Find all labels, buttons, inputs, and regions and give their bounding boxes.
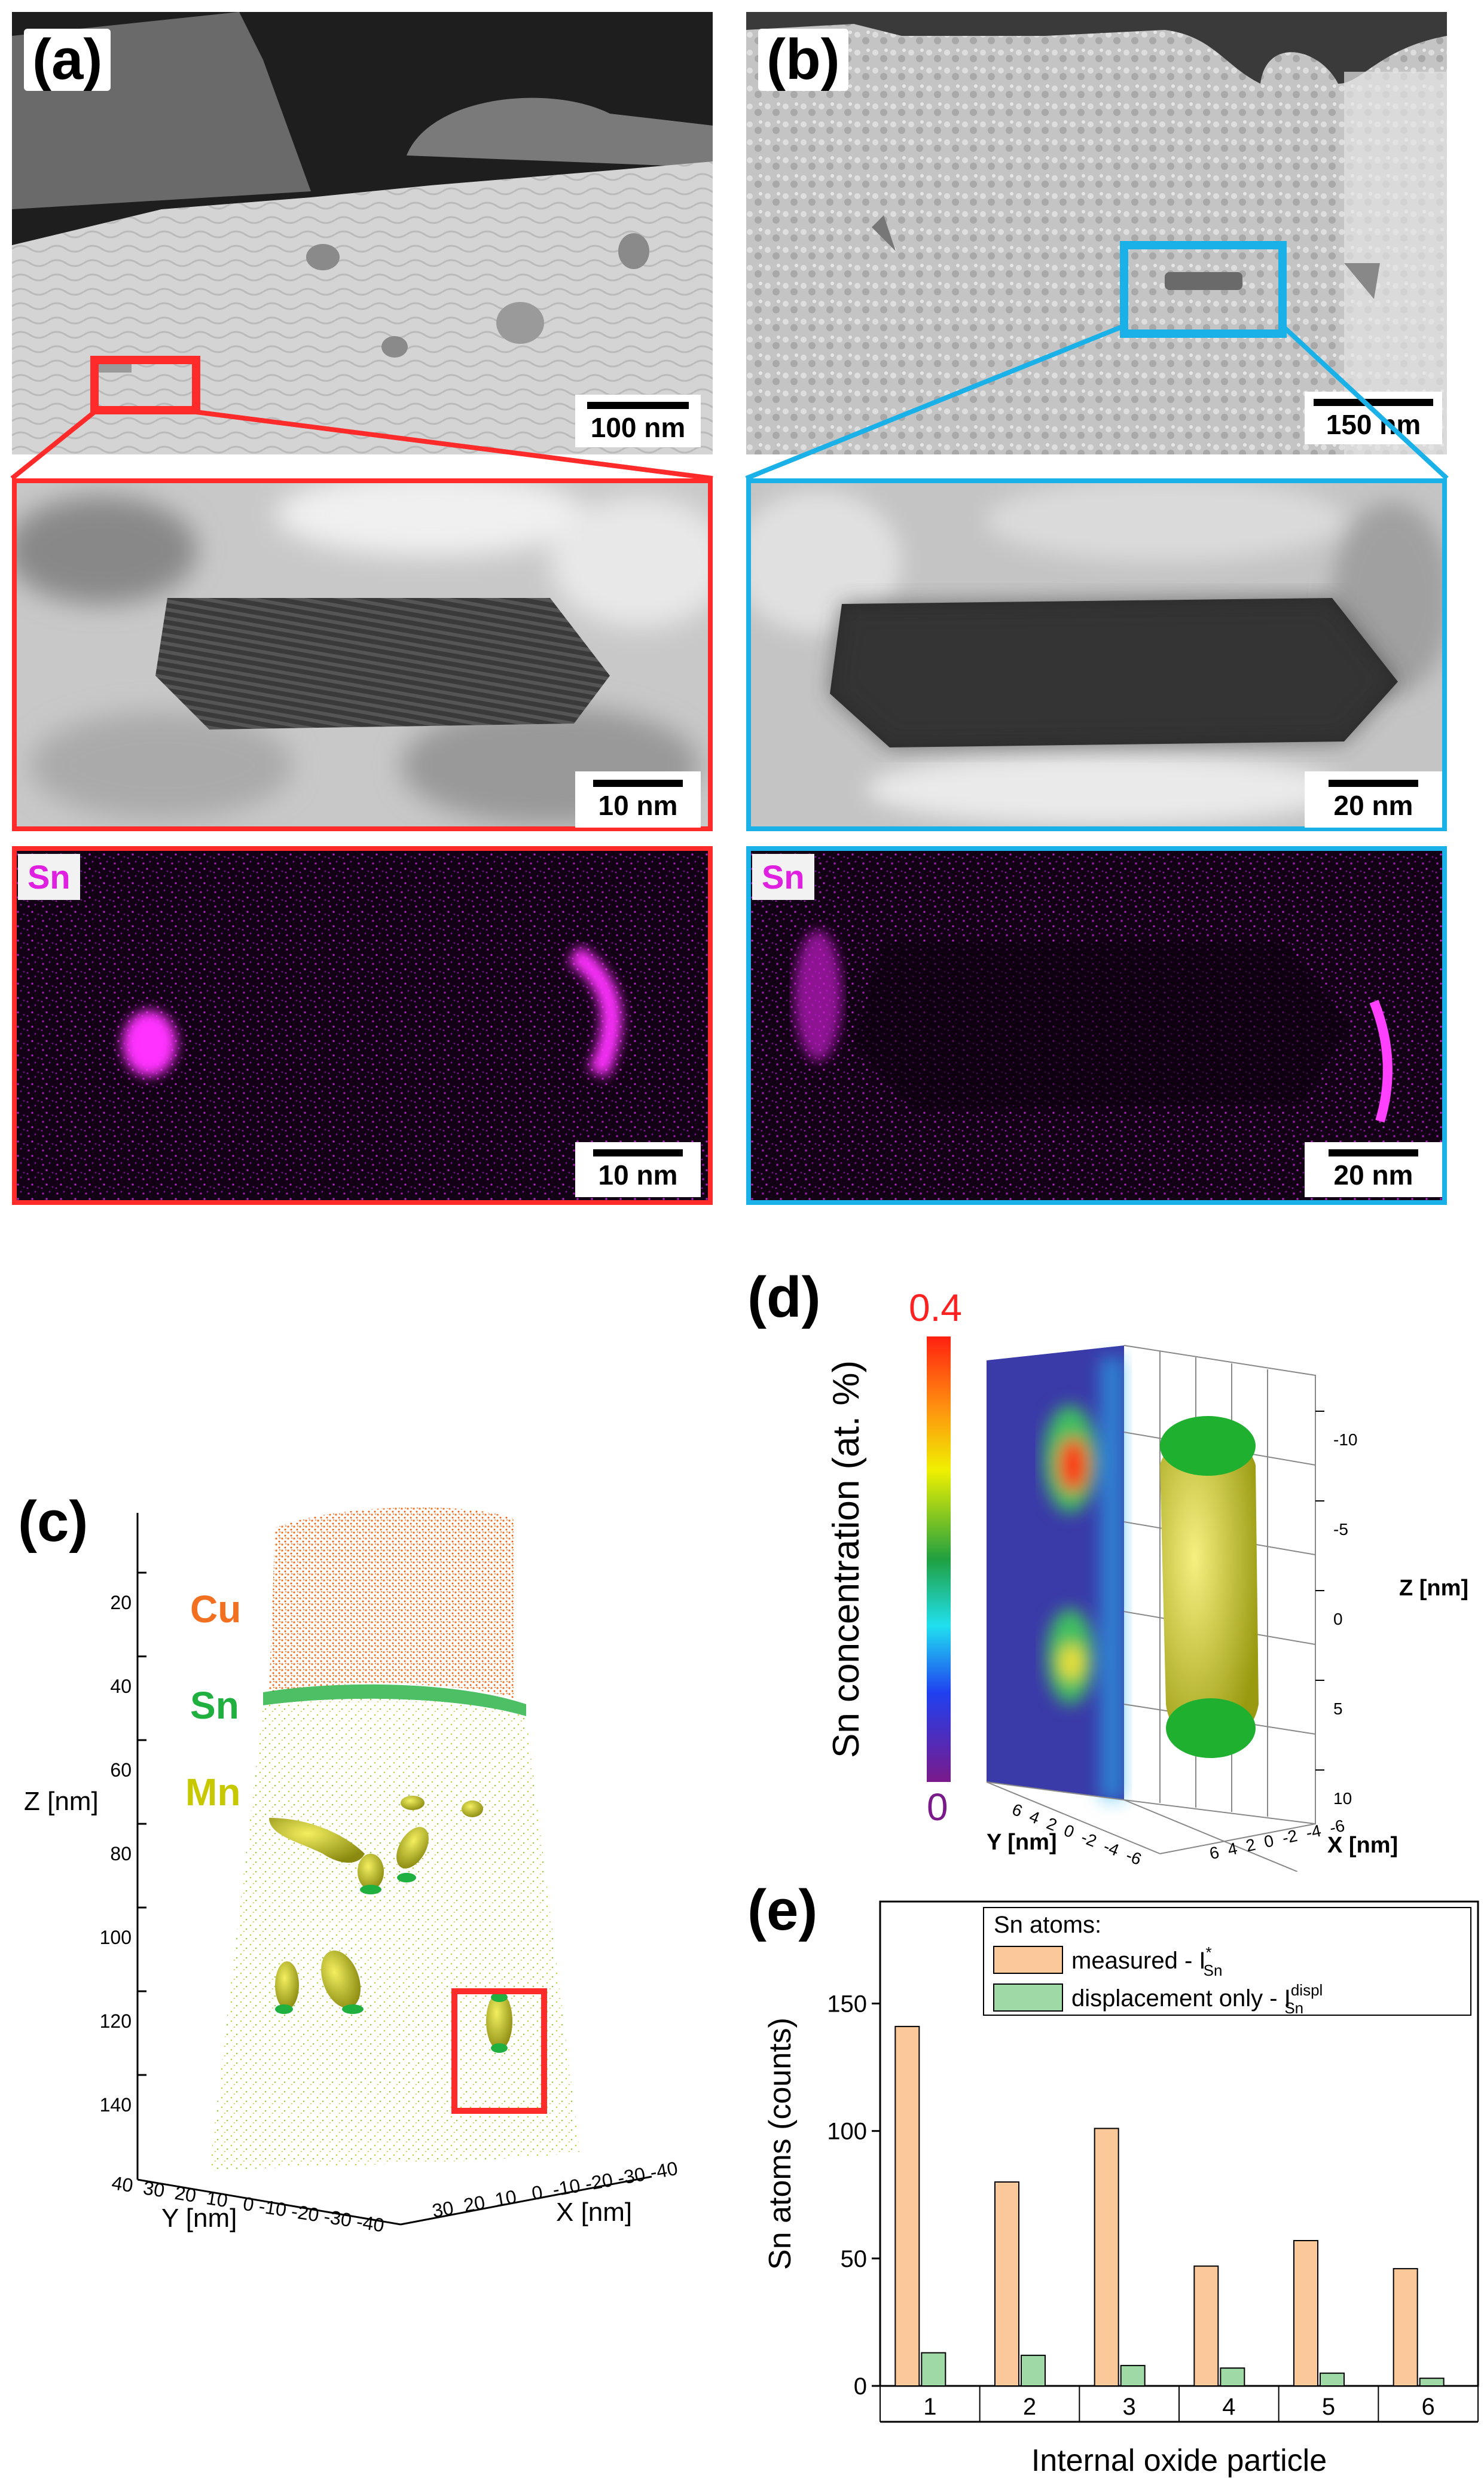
bar-measured-2 [994, 2181, 1019, 2387]
panel-d-z-tick: -5 [1333, 1520, 1348, 1539]
panel-a-scale-bot: 10 nm [575, 1142, 701, 1197]
panel-a-zoom-lines [10, 410, 713, 481]
panel-d-x-title: X [nm] [1327, 1833, 1398, 1858]
panel-d-z-tick: -10 [1333, 1430, 1358, 1449]
bar-displacement-4 [1220, 2367, 1245, 2387]
y-tick-label: 50 [841, 2246, 868, 2272]
panel-e-bar-chart: 0 50 100 150 1 2 3 4 5 6 Sn atoms: measured - I*… [763, 1900, 1479, 2478]
panel-a-scale-mid: 10 nm [575, 771, 701, 828]
panel-a-scale-bot-label: 10 nm [598, 1159, 678, 1191]
bar-measured-4 [1193, 2265, 1219, 2387]
legend-label-displacement: displacement only - Idispl Sn [1071, 1981, 1323, 2017]
panel-c-z-tick: 120 [99, 2010, 132, 2032]
panel-c-letter: (c) [18, 1490, 88, 1554]
panel-d-z-tick: 0 [1333, 1610, 1343, 1628]
panel-a-scale-mid-label: 10 nm [598, 790, 678, 821]
panel-d-colorbar-title: Sn concentration (at. %) [826, 1360, 867, 1758]
panel-b-element-tag: Sn [752, 854, 814, 900]
panel-c-x-title: X [nm] [556, 2198, 633, 2227]
panel-d-y-title: Y [nm] [987, 1830, 1057, 1855]
panel-d-z-ticks: -10 -5 0 5 10 [1333, 1395, 1357, 1844]
panel-a-scale-top-label: 100 nm [590, 412, 686, 443]
panel-b-overview-image [746, 12, 1447, 454]
panel-b-scale-top-label: 150 nm [1326, 409, 1421, 440]
panel-c-y-title: Y [nm] [161, 2204, 237, 2233]
x-axis-label: Internal oxide particle [1031, 2443, 1327, 2478]
y-axis-label: Sn atoms (counts) [763, 2018, 798, 2270]
panel-c-z-tick: 80 [110, 1843, 132, 1864]
panel-c-cu-label: Cu [190, 1588, 242, 1631]
x-tick-label: 5 [1322, 2394, 1335, 2420]
panel-c-z-tick: 140 [99, 2094, 132, 2116]
panel-b-scale-top: 150 nm [1305, 392, 1442, 444]
bar-measured-6 [1393, 2268, 1418, 2387]
x-tick-label: 1 [923, 2394, 936, 2420]
panel-d-letter: (d) [747, 1265, 821, 1329]
panel-c-z-tick: 20 [110, 1592, 132, 1613]
legend-title: Sn atoms: [994, 1912, 1101, 1938]
panel-b-scale-mid: 20 nm [1305, 771, 1442, 828]
bar-displacement-2 [1021, 2354, 1046, 2387]
legend-swatch-measured [993, 1946, 1063, 1974]
panel-d-z-tick: 10 [1333, 1789, 1352, 1808]
bar-measured-3 [1094, 2128, 1119, 2387]
chart-legend: Sn atoms: measured - I* Sn displacement o… [983, 1907, 1471, 2017]
panel-a-scale-top: 100 nm [575, 395, 701, 447]
panel-b-letter: (b) [758, 29, 848, 91]
y-tick-label: 150 [827, 1991, 867, 2018]
panel-b-zoom-lines [745, 324, 1449, 481]
bar-displacement-6 [1419, 2378, 1445, 2387]
panel-c-mn-label: Mn [185, 1771, 241, 1814]
y-tick-label: 100 [827, 2119, 867, 2145]
panel-d-colorbar-min: 0 [927, 1786, 948, 1829]
panel-c-z-tick: 60 [110, 1759, 132, 1781]
y-tick-label: 0 [854, 2373, 867, 2400]
bar-displacement-5 [1320, 2372, 1345, 2387]
legend-label-measured: measured - I* Sn [1071, 1943, 1222, 1979]
panel-c-z-title: Z [nm] [24, 1787, 99, 1816]
panel-d-z-tick: 5 [1333, 1699, 1343, 1718]
panel-c-3d-reconstruction [136, 1507, 652, 2226]
panel-e-letter: (e) [747, 1878, 818, 1942]
legend-swatch-displacement [993, 1983, 1063, 2012]
panel-d-colorbar-max: 0.4 [909, 1286, 962, 1329]
panel-c-z-ticks: 20 40 60 80 100 120 140 [96, 1561, 132, 2147]
x-tick-label: 2 [1023, 2394, 1036, 2420]
panel-a-letter: (a) [24, 29, 111, 91]
x-tick-label: 3 [1123, 2394, 1136, 2420]
bar-measured-5 [1293, 2240, 1318, 2387]
panel-c-sn-label: Sn [190, 1684, 239, 1727]
panel-b-scale-mid-label: 20 nm [1333, 790, 1413, 821]
panel-b-scale-bot: 20 nm [1305, 1142, 1442, 1197]
panel-b-scale-bot-label: 20 nm [1333, 1159, 1413, 1191]
bar-displacement-1 [921, 2352, 946, 2387]
x-tick-label: 6 [1422, 2394, 1435, 2420]
panel-d-z-title: Z [nm] [1399, 1576, 1469, 1601]
panel-d-3d-view [927, 1336, 1324, 1872]
bar-measured-1 [894, 2025, 920, 2387]
panel-a-overview-image [12, 12, 713, 454]
panel-c-z-tick: 40 [110, 1676, 132, 1697]
panel-a-element-tag: Sn [18, 854, 80, 900]
x-tick-label: 4 [1222, 2394, 1235, 2420]
panel-c-z-tick: 100 [99, 1927, 132, 1948]
bar-displacement-3 [1120, 2364, 1146, 2387]
